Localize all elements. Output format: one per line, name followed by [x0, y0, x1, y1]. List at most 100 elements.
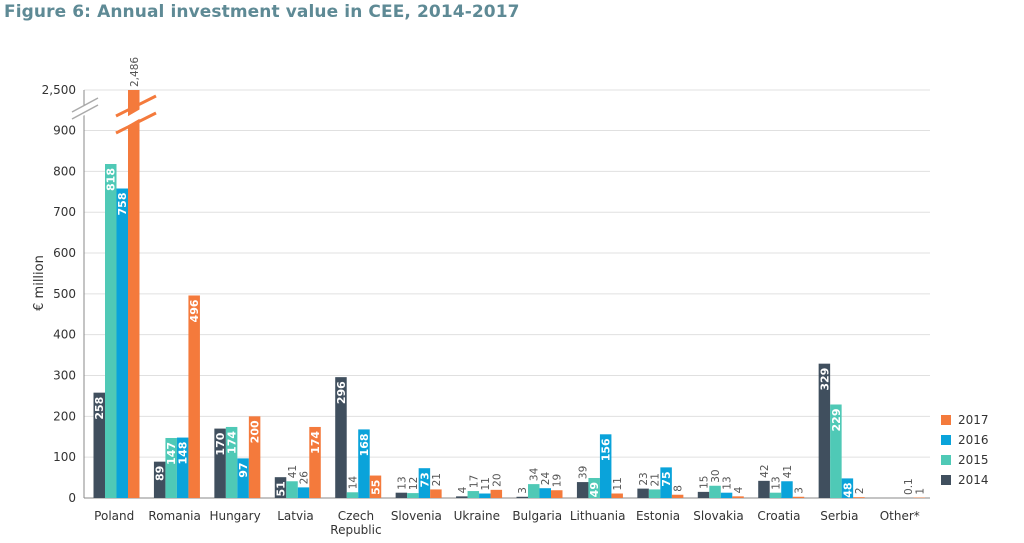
bar-break-gap	[113, 98, 163, 132]
value-label: 39	[578, 466, 590, 479]
value-label: 4	[457, 486, 469, 493]
x-category-label: Other*	[880, 509, 920, 523]
chart-title: Figure 6: Annual investment value in CEE…	[4, 2, 520, 22]
bar-czech-republic-2017	[369, 475, 382, 498]
bar-hungary-2016	[237, 458, 249, 498]
bar-croatia-2016	[781, 481, 793, 498]
legend-swatch-2014	[941, 475, 951, 485]
axis-break-line	[71, 97, 99, 113]
value-label: 4	[733, 486, 745, 493]
legend: 2017 2016 2015 2014	[941, 413, 989, 487]
legend-swatch-2017	[941, 415, 951, 425]
bar-slovakia-2017	[732, 496, 744, 498]
bar-bulgaria-2015	[528, 484, 540, 498]
bar-estonia-2014	[637, 488, 649, 498]
bar-bulgaria-2017	[551, 490, 563, 498]
bar-romania-2014	[153, 461, 166, 498]
value-label: 15	[699, 476, 711, 489]
value-label: 20	[491, 473, 503, 486]
bar-lithuania-2015	[588, 477, 600, 498]
legend-label-2015: 2015	[958, 453, 989, 467]
y-tick-label: 300	[53, 369, 76, 383]
y-tick-label: 600	[53, 246, 76, 260]
x-category-label: Serbia	[820, 509, 858, 523]
bar-poland-2014	[93, 392, 105, 498]
bar-estonia-2015	[648, 489, 661, 498]
bar-hungary-2017	[248, 416, 261, 498]
value-label: 329	[818, 368, 831, 391]
bar-serbia-2014	[818, 363, 831, 498]
bar-slovenia-2014	[395, 492, 408, 498]
value-label: 73	[418, 472, 431, 487]
y-tick-label: 800	[53, 164, 76, 178]
axis-break-line	[71, 104, 99, 120]
value-label: 258	[93, 397, 106, 420]
value-label: 8	[673, 485, 685, 492]
bar-latvia-2014	[274, 477, 287, 498]
value-label: 148	[177, 442, 190, 465]
bar-slovakia-2014	[697, 491, 710, 498]
bar-ukraine-2016	[479, 493, 491, 498]
x-category-label: Czech	[338, 509, 374, 523]
value-label: 48	[841, 482, 854, 497]
x-category-label: Slovenia	[391, 509, 442, 523]
x-category-label: Republic	[330, 523, 381, 537]
bar-slovenia-2016	[418, 468, 431, 498]
y-axis-ticks: 0 100 200 300 400 500 600 700 800 900 2,500	[42, 83, 76, 505]
value-label: 12	[408, 477, 420, 490]
bar-serbia-2016	[841, 478, 854, 498]
bar-lithuania-2016	[599, 434, 612, 498]
value-label: 170	[214, 432, 227, 455]
x-category-label: Lithuania	[570, 509, 626, 523]
x-category-label: Bulgaria	[512, 509, 562, 523]
value-label: 496	[188, 299, 201, 322]
value-label: 26	[299, 471, 311, 485]
legend-label-2016: 2016	[958, 433, 989, 447]
bar-lithuania-2014	[576, 482, 589, 498]
value-label: 200	[249, 420, 262, 443]
value-label: 147	[165, 442, 178, 465]
bar-slovakia-2015	[709, 485, 721, 498]
y-axis-label: € million	[32, 255, 47, 311]
bar-poland-2015	[105, 164, 117, 498]
bar-czech-republic-2016	[358, 429, 370, 498]
value-label: 758	[116, 193, 129, 216]
value-label: 51	[275, 481, 288, 496]
value-label: 75	[660, 471, 673, 486]
bar-latvia-2017	[309, 426, 321, 498]
value-labels: 2588187582,48689147148496170174972005141…	[93, 57, 926, 498]
value-label: 30	[710, 469, 722, 482]
value-label: 13	[396, 476, 408, 489]
value-label: 11	[480, 477, 492, 490]
axis-break-marks	[70, 94, 163, 135]
value-label: 174	[309, 431, 322, 454]
value-label: 229	[830, 408, 843, 431]
bar-break-line	[115, 111, 157, 135]
bar-poland-2017	[128, 90, 140, 498]
bar-poland-2016	[116, 188, 128, 498]
value-label: 41	[782, 465, 794, 478]
x-category-label: Estonia	[636, 509, 680, 523]
bar-ukraine-2017	[490, 489, 503, 498]
bar-ukraine-2015	[467, 491, 480, 498]
bar-serbia-2017	[853, 497, 865, 498]
bar-slovenia-2017	[430, 489, 442, 498]
value-label: 3	[793, 487, 805, 494]
value-label: 168	[358, 433, 371, 456]
x-category-label: Poland	[94, 509, 134, 523]
bar-hungary-2015	[225, 426, 238, 498]
value-label: 3	[517, 487, 529, 494]
value-label: 13	[770, 476, 782, 489]
bar-czech-republic-2014	[335, 377, 347, 498]
value-label: 49	[588, 482, 601, 497]
y-tick-label: 2,500	[42, 83, 76, 97]
legend-label-2017: 2017	[958, 413, 989, 427]
bar-serbia-2015	[830, 404, 842, 498]
y-tick-label: 500	[53, 287, 76, 301]
bar-romania-2016	[176, 437, 189, 498]
y-tick-label: 700	[53, 205, 76, 219]
value-label: 14	[347, 476, 359, 490]
y-tick-label: 200	[53, 409, 76, 423]
